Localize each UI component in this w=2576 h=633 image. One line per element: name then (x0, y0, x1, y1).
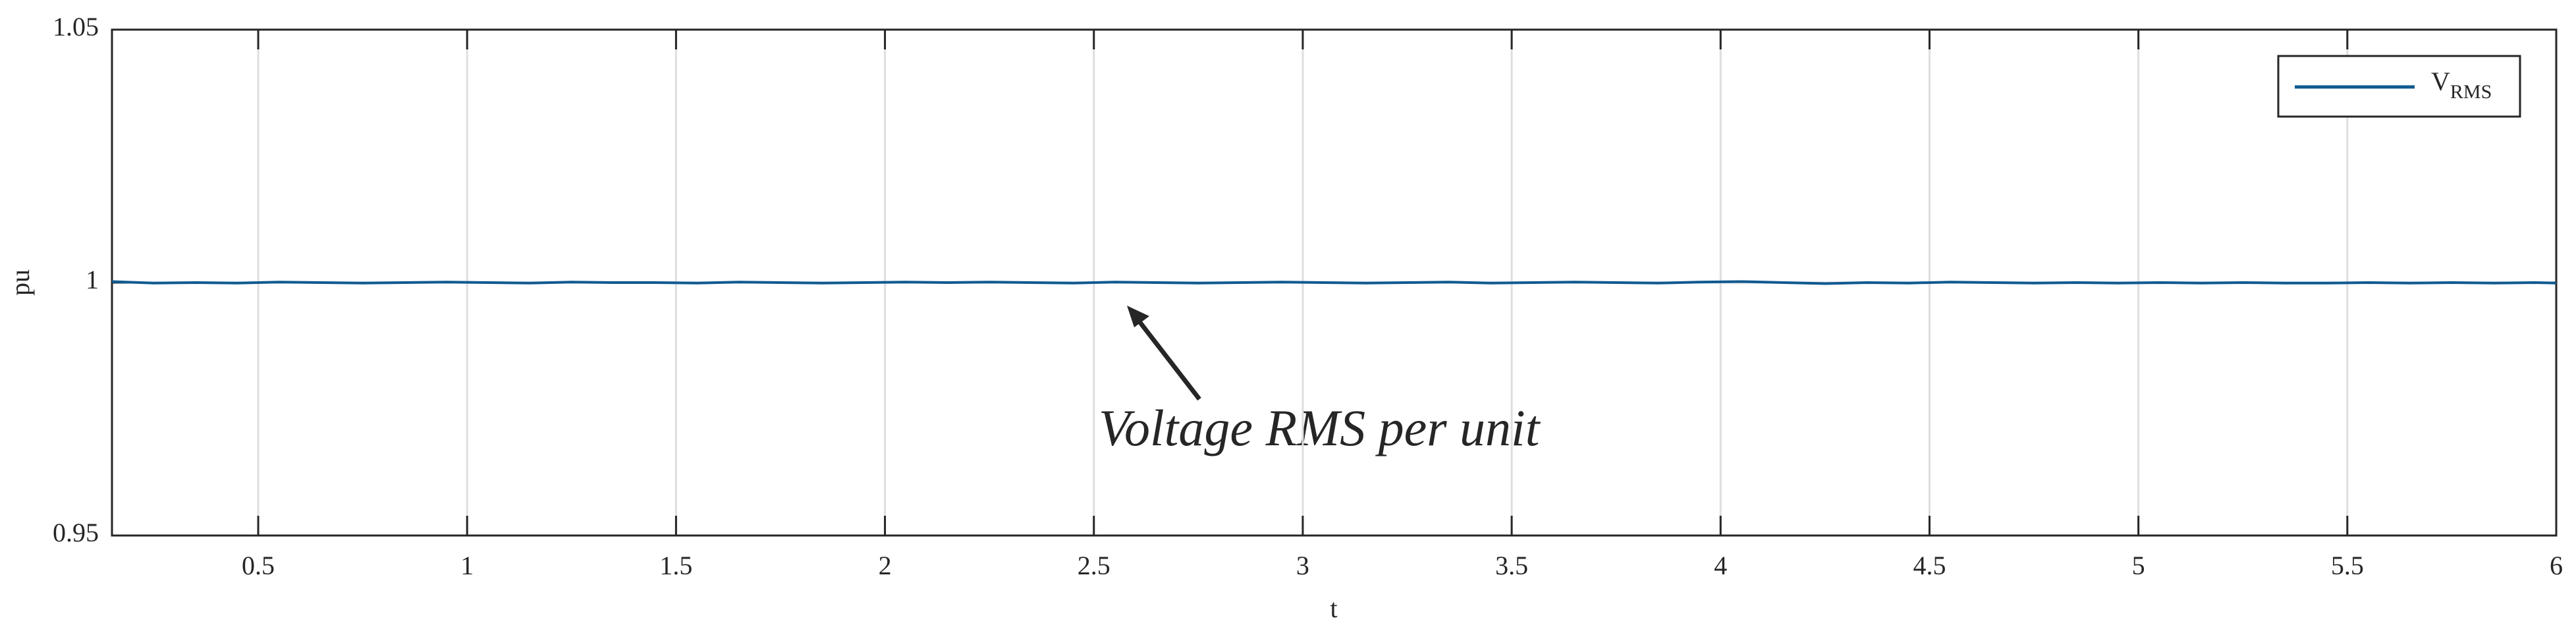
annotation-arrowhead (1127, 306, 1149, 327)
legend-label-main: V (2431, 67, 2450, 96)
x-tick-label: 6 (2550, 551, 2563, 580)
annotation: Voltage RMS per unit (1099, 399, 1541, 456)
annotation-arrow (1132, 313, 1201, 401)
x-tick-label: 3.5 (1495, 551, 1528, 580)
x-tick-label: 2 (879, 551, 892, 580)
y-tick-label: 1.05 (53, 12, 99, 41)
y-axis-label: pu (5, 269, 35, 296)
x-tick-label: 5 (2132, 551, 2145, 580)
x-tick-label: 1.5 (659, 551, 692, 580)
x-tick-label: 0.5 (242, 551, 275, 580)
y-tick-label: 1 (86, 265, 99, 294)
x-tick-label: 5.5 (2331, 551, 2364, 580)
x-tick-label: 3 (1296, 551, 1309, 580)
x-axis-label: t (1330, 593, 1337, 623)
x-tick-label: 1 (460, 551, 474, 580)
x-tick-label: 2.5 (1078, 551, 1110, 580)
x-tick-label: 4.5 (1913, 551, 1946, 580)
legend-label: VRMS (2431, 67, 2492, 103)
legend-label-subscript: RMS (2450, 81, 2492, 103)
x-tick-label: 4 (1714, 551, 1727, 580)
y-tick-label: 0.95 (53, 518, 99, 547)
data-line (111, 280, 2557, 285)
